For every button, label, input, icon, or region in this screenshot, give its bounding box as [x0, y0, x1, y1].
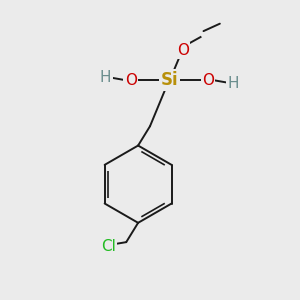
Text: Cl: Cl [101, 239, 116, 254]
Text: O: O [202, 73, 214, 88]
Text: H: H [100, 70, 111, 85]
Text: Si: Si [160, 71, 178, 89]
Text: O: O [177, 43, 189, 58]
Text: H: H [227, 76, 239, 91]
Text: O: O [125, 73, 137, 88]
